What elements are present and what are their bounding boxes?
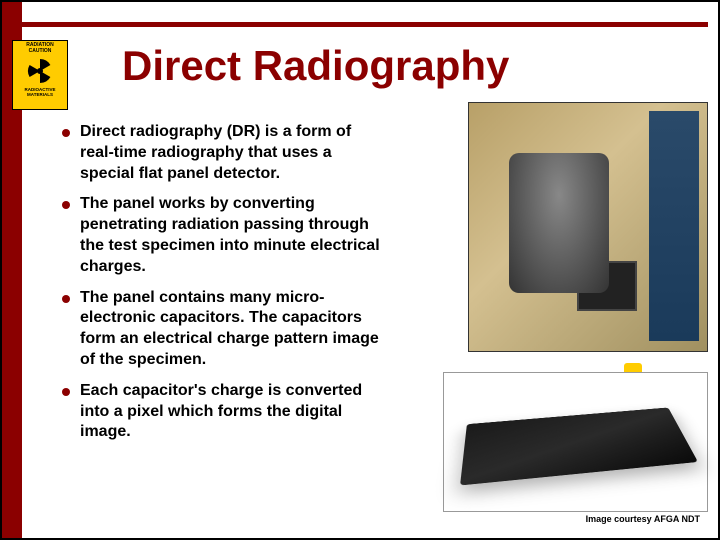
panel-shape [460,407,698,485]
bullet-icon [62,129,70,137]
list-item: Each capacitor's charge is converted int… [62,381,382,443]
radiation-label-bottom: RADIOACTIVE MATERIALS [13,88,67,98]
bullet-text: Each capacitor's charge is converted int… [80,381,382,443]
monitor-shape [577,261,637,311]
bullet-text: The panel works by converting penetratin… [80,194,382,277]
bullet-icon [62,201,70,209]
slide-container: RADIATION CAUTION RADIOACTIVE MATERIALS … [0,0,720,540]
trefoil-icon [25,56,55,86]
bullet-icon [62,295,70,303]
top-rule [22,22,708,27]
bullet-icon [62,388,70,396]
bullet-list: Direct radiography (DR) is a form of rea… [62,122,382,453]
equipment-photo [468,102,708,352]
slide-title: Direct Radiography [122,42,509,90]
list-item: The panel works by converting penetratin… [62,194,382,277]
flat-panel-photo [443,372,708,512]
radiation-label-mid: CAUTION [29,49,52,55]
radiation-warning-icon: RADIATION CAUTION RADIOACTIVE MATERIALS [12,40,68,110]
bullet-text: Direct radiography (DR) is a form of rea… [80,122,382,184]
bullet-text: The panel contains many micro-electronic… [80,288,382,371]
list-item: The panel contains many micro-electronic… [62,288,382,371]
image-caption: Image courtesy AFGA NDT [586,514,700,524]
list-item: Direct radiography (DR) is a form of rea… [62,122,382,184]
